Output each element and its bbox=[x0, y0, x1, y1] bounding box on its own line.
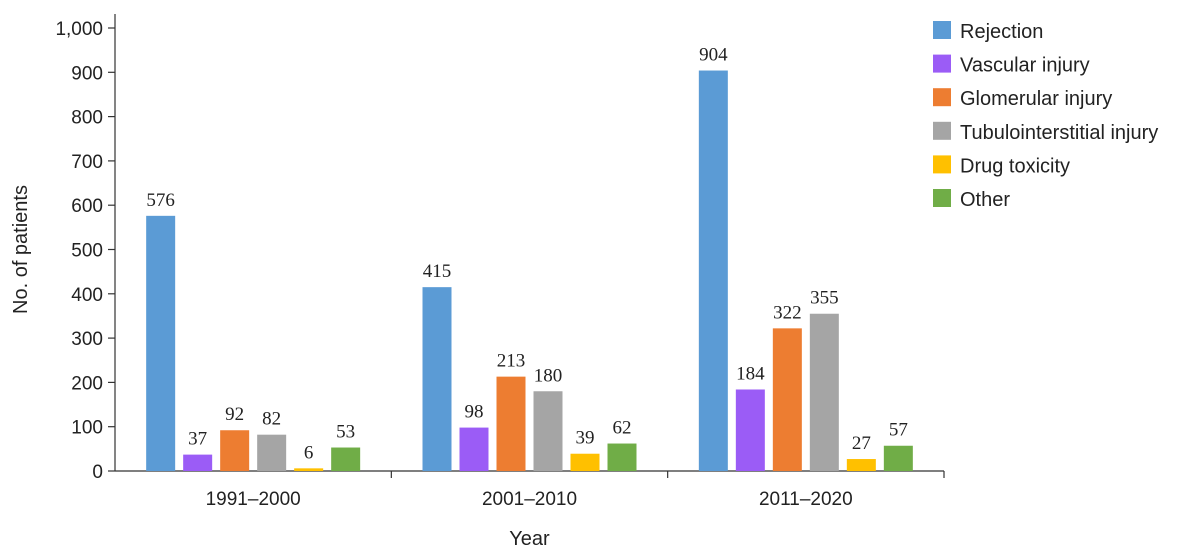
y-tick-label: 100 bbox=[71, 418, 103, 439]
bar bbox=[809, 313, 839, 471]
bar-value-label: 355 bbox=[810, 288, 839, 309]
bar-value-label: 53 bbox=[336, 422, 355, 443]
data-labels: 576 37 92 82 6 53 415 98 213 180 39 62 904 184 322 355 2… bbox=[146, 45, 907, 464]
bar bbox=[422, 287, 452, 471]
legend-swatch bbox=[933, 54, 951, 73]
x-axis-title: Year bbox=[509, 528, 550, 550]
y-tick-label: 200 bbox=[71, 373, 103, 394]
bar-value-label: 57 bbox=[889, 420, 908, 441]
bar bbox=[183, 454, 213, 471]
bar bbox=[294, 468, 324, 471]
legend-swatch bbox=[933, 155, 951, 174]
legend-label: Other bbox=[960, 189, 1010, 211]
legend-swatch bbox=[933, 189, 951, 207]
bar bbox=[883, 445, 913, 471]
bars bbox=[146, 70, 913, 471]
y-tick-label: 300 bbox=[71, 329, 103, 350]
x-axis: 1991–2000 2001–2010 2011–2020 bbox=[115, 470, 945, 510]
bar bbox=[146, 215, 176, 471]
legend: Rejection Vascular injury Glomerular injur… bbox=[933, 21, 1158, 211]
bar-value-label: 37 bbox=[188, 429, 207, 450]
x-tick-label: 2001–2010 bbox=[482, 489, 577, 510]
bar bbox=[607, 443, 637, 471]
bar bbox=[459, 427, 489, 471]
legend-label: Glomerular injury bbox=[960, 88, 1112, 110]
legend-label: Tubulointerstitial injury bbox=[960, 122, 1158, 144]
bar-value-label: 576 bbox=[146, 190, 175, 211]
x-tick-label: 1991–2000 bbox=[206, 489, 301, 510]
y-tick-label: 600 bbox=[71, 196, 103, 217]
y-tick-label: 1,000 bbox=[55, 19, 103, 40]
bar-value-label: 184 bbox=[736, 363, 765, 384]
legend-label: Drug toxicity bbox=[960, 155, 1070, 177]
bar-value-label: 213 bbox=[497, 351, 526, 372]
bar bbox=[257, 434, 287, 471]
bar bbox=[846, 459, 876, 471]
bar-value-label: 322 bbox=[773, 302, 802, 323]
bar-value-label: 415 bbox=[423, 261, 452, 282]
bar-value-label: 82 bbox=[262, 409, 281, 430]
y-tick-label: 700 bbox=[71, 152, 103, 173]
legend-swatch bbox=[933, 121, 951, 140]
bar bbox=[331, 447, 361, 471]
bar bbox=[772, 328, 802, 471]
bar bbox=[698, 70, 728, 471]
bar-value-label: 39 bbox=[576, 428, 595, 449]
bar-value-label: 27 bbox=[852, 433, 871, 454]
bar bbox=[735, 389, 765, 471]
y-tick-label: 800 bbox=[71, 108, 103, 129]
bar-value-label: 62 bbox=[613, 418, 632, 439]
bar bbox=[570, 453, 600, 471]
y-tick-label: 0 bbox=[92, 462, 103, 483]
bar bbox=[533, 391, 563, 471]
y-tick-label: 900 bbox=[71, 63, 103, 84]
y-axis: 0 100 200 300 400 500 600 700 800 900 1,000 bbox=[55, 14, 116, 483]
bar bbox=[496, 376, 526, 471]
bar bbox=[220, 430, 250, 471]
bar-value-label: 92 bbox=[225, 404, 244, 425]
bar-value-label: 180 bbox=[534, 365, 563, 386]
legend-label: Rejection bbox=[960, 21, 1043, 43]
x-tick-label: 2011–2020 bbox=[759, 489, 853, 510]
legend-label: Vascular injury bbox=[960, 55, 1090, 77]
legend-swatch bbox=[933, 21, 951, 39]
bar-value-label: 6 bbox=[304, 442, 314, 463]
y-tick-label: 400 bbox=[71, 285, 103, 306]
y-axis-title: No. of patients bbox=[10, 185, 32, 314]
bar-value-label: 98 bbox=[465, 402, 484, 423]
bar-value-label: 904 bbox=[699, 45, 728, 66]
legend-swatch bbox=[933, 88, 951, 107]
y-tick-label: 500 bbox=[71, 241, 103, 262]
